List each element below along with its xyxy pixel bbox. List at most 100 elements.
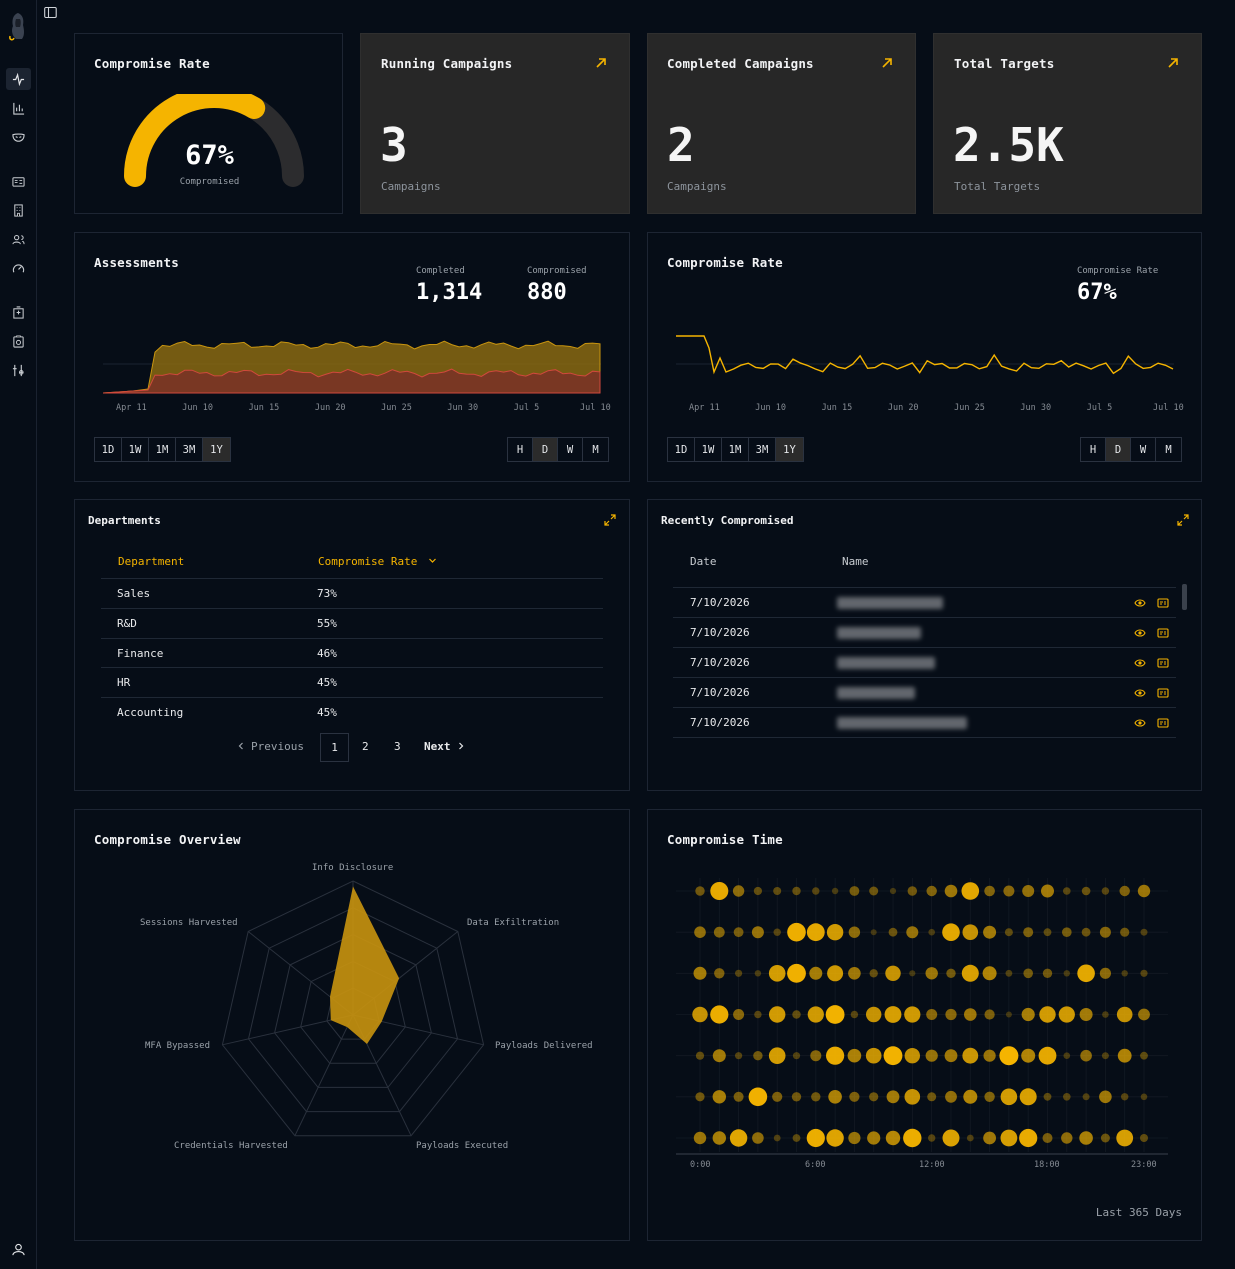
x-tick-label: Jun 15 <box>821 403 853 413</box>
range-button-1y[interactable]: 1Y <box>203 438 230 461</box>
completed-campaigns-card[interactable]: Completed Campaigns 2 Campaigns <box>647 33 916 214</box>
bubble-point <box>773 928 781 936</box>
arrow-up-right-icon[interactable] <box>1167 57 1179 69</box>
list-item[interactable]: 7/10/2026 <box>673 587 1176 617</box>
range-button-d[interactable]: D <box>533 438 558 461</box>
completed-label: Completed <box>416 266 465 276</box>
bubble-point <box>1121 1093 1129 1101</box>
user-icon[interactable] <box>6 1238 31 1260</box>
id-card-icon[interactable] <box>1157 597 1169 609</box>
range-button-3m[interactable]: 3M <box>749 438 776 461</box>
hacker-logo-icon[interactable] <box>7 12 29 42</box>
bubble-point <box>944 884 958 898</box>
range-button-w[interactable]: W <box>1131 438 1156 461</box>
bubble-point <box>1082 1093 1090 1101</box>
id-card-icon[interactable] <box>1157 657 1169 669</box>
table-row[interactable]: Finance 46% <box>101 638 603 668</box>
id-card-icon[interactable] <box>6 170 31 192</box>
assessments-card: Assessments Completed 1,314 Compromised … <box>74 232 630 482</box>
range-button-m[interactable]: M <box>592 443 599 456</box>
bubble-point <box>964 1008 977 1021</box>
previous-button[interactable]: Previous <box>237 740 304 753</box>
sidebar-toggle-icon[interactable] <box>44 6 57 19</box>
range-button-h[interactable]: H <box>508 438 533 461</box>
range-button-d[interactable]: D <box>1106 438 1131 461</box>
department-rate: 45% <box>317 706 337 719</box>
eye-icon[interactable] <box>1134 597 1146 609</box>
expand-icon[interactable] <box>604 514 616 526</box>
range-button-3m[interactable]: 3M <box>176 438 203 461</box>
range-button-1d[interactable]: 1D <box>95 438 122 461</box>
gauge-icon[interactable] <box>6 257 31 279</box>
bubble-point <box>713 926 725 938</box>
stat-sub: Total Targets <box>954 180 1041 193</box>
column-header-date[interactable]: Date <box>690 555 717 568</box>
scrollbar-thumb[interactable] <box>1182 584 1187 610</box>
list-item[interactable]: 7/10/2026 <box>673 707 1176 737</box>
hospital-icon[interactable] <box>6 301 31 323</box>
page-button[interactable]: 2 <box>362 740 369 753</box>
next-button[interactable]: Next <box>424 740 465 753</box>
bubble-point <box>961 882 980 900</box>
bubble-point <box>1063 1052 1071 1059</box>
rate-value: 67% <box>1077 280 1117 305</box>
clipboard-icon[interactable] <box>6 330 31 352</box>
id-card-icon[interactable] <box>1157 627 1169 639</box>
running-campaigns-card[interactable]: Running Campaigns 3 Campaigns <box>360 33 630 214</box>
bubble-point <box>1063 970 1070 977</box>
bubble-point <box>1039 1006 1056 1023</box>
bubble-point <box>768 965 786 982</box>
bubble-point <box>1005 969 1013 977</box>
arrow-up-right-icon[interactable] <box>881 57 893 69</box>
expand-icon[interactable] <box>1177 514 1189 526</box>
bubble-point <box>1140 969 1148 977</box>
x-tick-label: Jun 25 <box>954 403 985 413</box>
table-row[interactable]: HR 45% <box>101 667 603 697</box>
list-item[interactable]: 7/10/2026 <box>673 677 1176 707</box>
table-row[interactable]: R&D 55% <box>101 608 603 638</box>
column-header-rate[interactable]: Compromise Rate <box>318 555 437 568</box>
total-targets-card[interactable]: Total Targets 2.5K Total Targets <box>933 33 1202 214</box>
id-card-icon[interactable] <box>1157 687 1169 699</box>
date: 7/10/2026 <box>690 716 750 729</box>
range-button-1m[interactable]: 1M <box>149 438 176 461</box>
id-card-icon[interactable] <box>1157 717 1169 729</box>
eye-icon[interactable] <box>1134 627 1146 639</box>
list-item[interactable]: 7/10/2026 <box>673 617 1176 647</box>
bubble-point <box>865 1047 882 1064</box>
bubble-point <box>982 966 997 981</box>
bubble-point <box>826 924 844 941</box>
page-button[interactable]: 3 <box>394 740 401 753</box>
list-item[interactable]: 7/10/2026 <box>673 647 1176 677</box>
table-row[interactable]: Accounting 45% <box>101 697 603 727</box>
building-icon[interactable] <box>6 199 31 221</box>
range-button-1w[interactable]: 1W <box>122 438 149 461</box>
table-row[interactable]: Sales 73% <box>101 578 603 608</box>
eye-icon[interactable] <box>1134 687 1146 699</box>
bubble-point <box>792 886 801 896</box>
x-tick-label: Jun 25 <box>381 403 412 413</box>
range-button-1m[interactable]: 1M <box>722 438 749 461</box>
bubble-point <box>809 966 823 980</box>
arrow-up-right-icon[interactable] <box>595 57 607 69</box>
range-button-w[interactable]: W <box>558 438 583 461</box>
bubble-point <box>712 1049 726 1063</box>
range-button-1w[interactable]: 1W <box>695 438 722 461</box>
x-tick-label: Jul 5 <box>513 403 540 413</box>
column-header-department[interactable]: Department <box>118 555 185 568</box>
eye-icon[interactable] <box>1134 717 1146 729</box>
users-icon[interactable] <box>6 228 31 250</box>
bar-chart-icon[interactable] <box>6 97 31 119</box>
mask-icon[interactable] <box>6 126 31 148</box>
column-header-name[interactable]: Name <box>842 555 869 568</box>
activity-icon[interactable] <box>6 68 31 90</box>
page-button-current[interactable]: 1 <box>320 733 349 762</box>
range-button-m[interactable]: M <box>1165 443 1172 456</box>
previous-label: Previous <box>251 740 304 753</box>
range-button-1d[interactable]: 1D <box>668 438 695 461</box>
eye-icon[interactable] <box>1134 657 1146 669</box>
bubble-point <box>768 1047 786 1064</box>
range-button-h[interactable]: H <box>1081 438 1106 461</box>
range-button-1y[interactable]: 1Y <box>776 438 803 461</box>
settings-icon[interactable] <box>6 359 31 381</box>
